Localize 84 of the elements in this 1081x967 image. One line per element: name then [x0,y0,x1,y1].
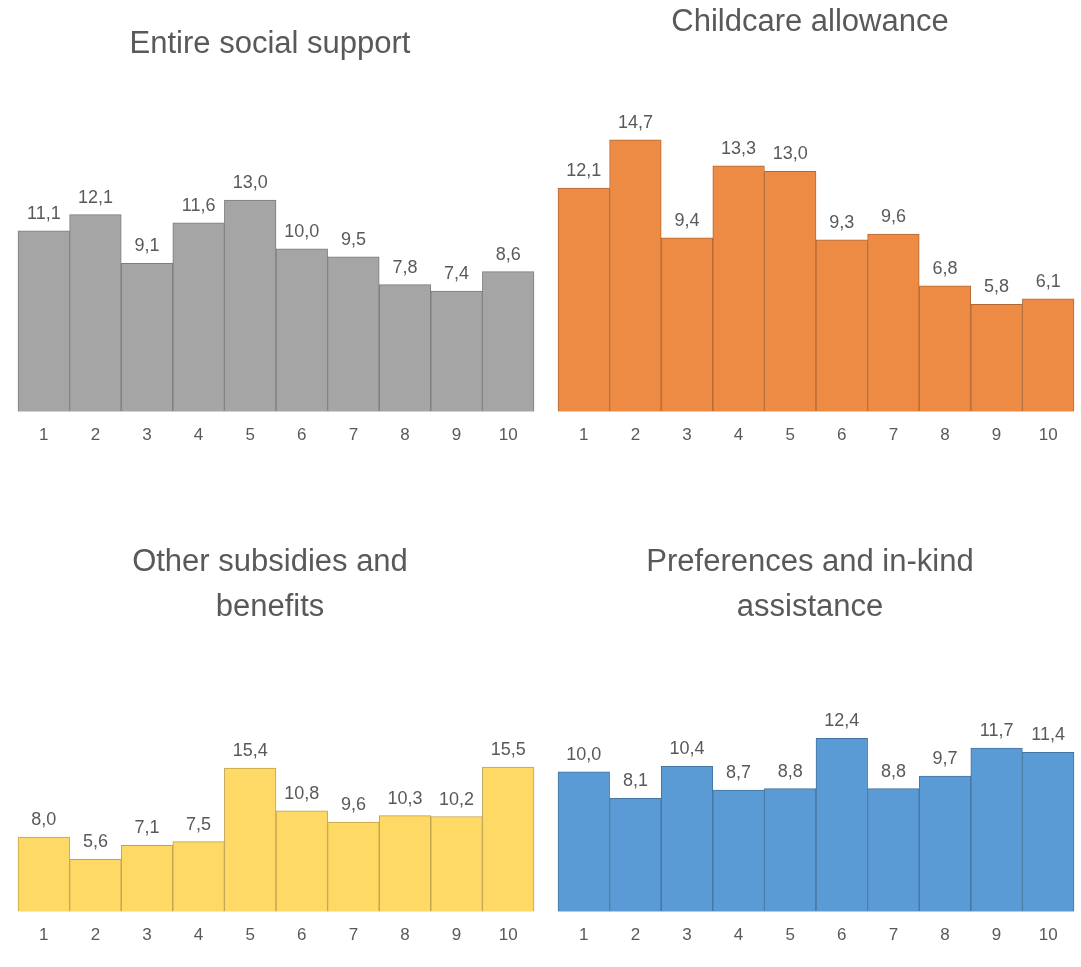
x-tick-label: 1 [579,425,589,445]
data-label: 5,6 [82,831,108,852]
data-label: 9,6 [340,794,366,815]
data-label: 9,3 [829,211,855,232]
x-tick-label: 2 [630,425,641,445]
x-tick-label: 3 [142,925,152,945]
x-tick-label: 10 [498,925,518,945]
x-tick-label: 9 [991,925,1002,945]
data-label: 10,4 [669,738,705,759]
data-label: 7,8 [392,256,418,277]
x-tick-label: 7 [348,925,359,945]
x-tick-label: 2 [90,925,101,945]
data-label: 6,1 [1035,270,1061,291]
x-tick-label: 8 [400,425,410,445]
x-tick-label: 10 [1038,925,1058,945]
data-label: 7,1 [134,817,160,838]
x-tick-label: 4 [193,425,204,445]
x-tick-label: 2 [630,925,641,945]
x-tick-label: 7 [348,425,359,445]
data-label: 10,8 [284,782,320,803]
x-tick-label: 10 [1038,425,1058,445]
data-label: 15,5 [490,739,526,760]
data-label: 9,1 [134,235,160,256]
data-label: 9,5 [340,228,366,249]
x-tick-label: 8 [940,925,950,945]
data-label: 10,0 [566,743,602,764]
x-tick-label: 5 [245,425,255,445]
x-tick-label: 5 [785,925,795,945]
data-label: 10,3 [387,787,423,808]
data-label: 8,8 [777,760,803,781]
x-tick-label: 6 [837,925,847,945]
data-label: 8,7 [726,761,752,782]
x-tick-label: 8 [940,425,950,445]
data-label: 11,7 [979,720,1014,740]
chart-title: Entire social support [128,23,412,62]
x-tick-label: 4 [733,425,744,445]
data-label: 12,1 [566,159,602,180]
data-label: 9,7 [932,747,958,768]
data-label: 13,3 [721,137,757,158]
data-label: 10,2 [439,788,475,809]
chart-title: Preferences and in-kind assistance [645,541,975,625]
data-label: 11,4 [1031,724,1066,745]
data-label: 6,8 [932,257,958,278]
x-tick-label: 4 [193,925,204,945]
data-label: 13,0 [232,171,268,192]
x-tick-label: 5 [245,925,255,945]
x-tick-label: 3 [682,925,692,945]
x-tick-label: 2 [90,425,101,445]
x-tick-label: 1 [39,925,49,945]
data-label: 13,0 [772,143,808,164]
data-label: 14,7 [617,111,653,132]
data-label: 5,8 [984,276,1010,297]
x-tick-label: 6 [297,925,307,945]
data-label: 8,6 [495,243,521,264]
x-tick-label: 7 [888,925,899,945]
x-tick-label: 9 [991,425,1002,445]
x-tick-label: 3 [142,425,152,445]
data-label: 9,4 [674,209,700,230]
data-label: 9,6 [880,206,906,227]
data-label: 7,5 [186,813,212,834]
x-tick-label: 6 [297,425,307,445]
x-tick-label: 9 [451,425,462,445]
data-label: 11,1 [26,202,61,223]
data-label: 10,0 [284,220,320,241]
data-label: 7,4 [444,263,470,284]
x-tick-label: 9 [451,925,462,945]
x-tick-label: 4 [733,925,744,945]
x-tick-label: 5 [785,425,795,445]
x-tick-label: 6 [837,425,847,445]
x-tick-label: 10 [498,425,518,445]
data-label: 15,4 [232,740,268,761]
data-label: 12,4 [824,710,860,731]
data-label: 8,0 [31,809,57,830]
x-tick-label: 7 [888,425,899,445]
x-tick-label: 1 [39,425,49,445]
data-label: 12,1 [77,186,113,207]
x-tick-label: 3 [682,425,692,445]
data-label: 11,6 [181,194,216,215]
data-label: 8,1 [622,770,648,791]
data-label: 8,8 [880,760,906,781]
chart-title: Other subsidies and benefits [131,541,409,625]
x-tick-label: 8 [400,925,410,945]
chart-title: Childcare allowance [670,1,950,40]
x-tick-label: 1 [579,925,589,945]
